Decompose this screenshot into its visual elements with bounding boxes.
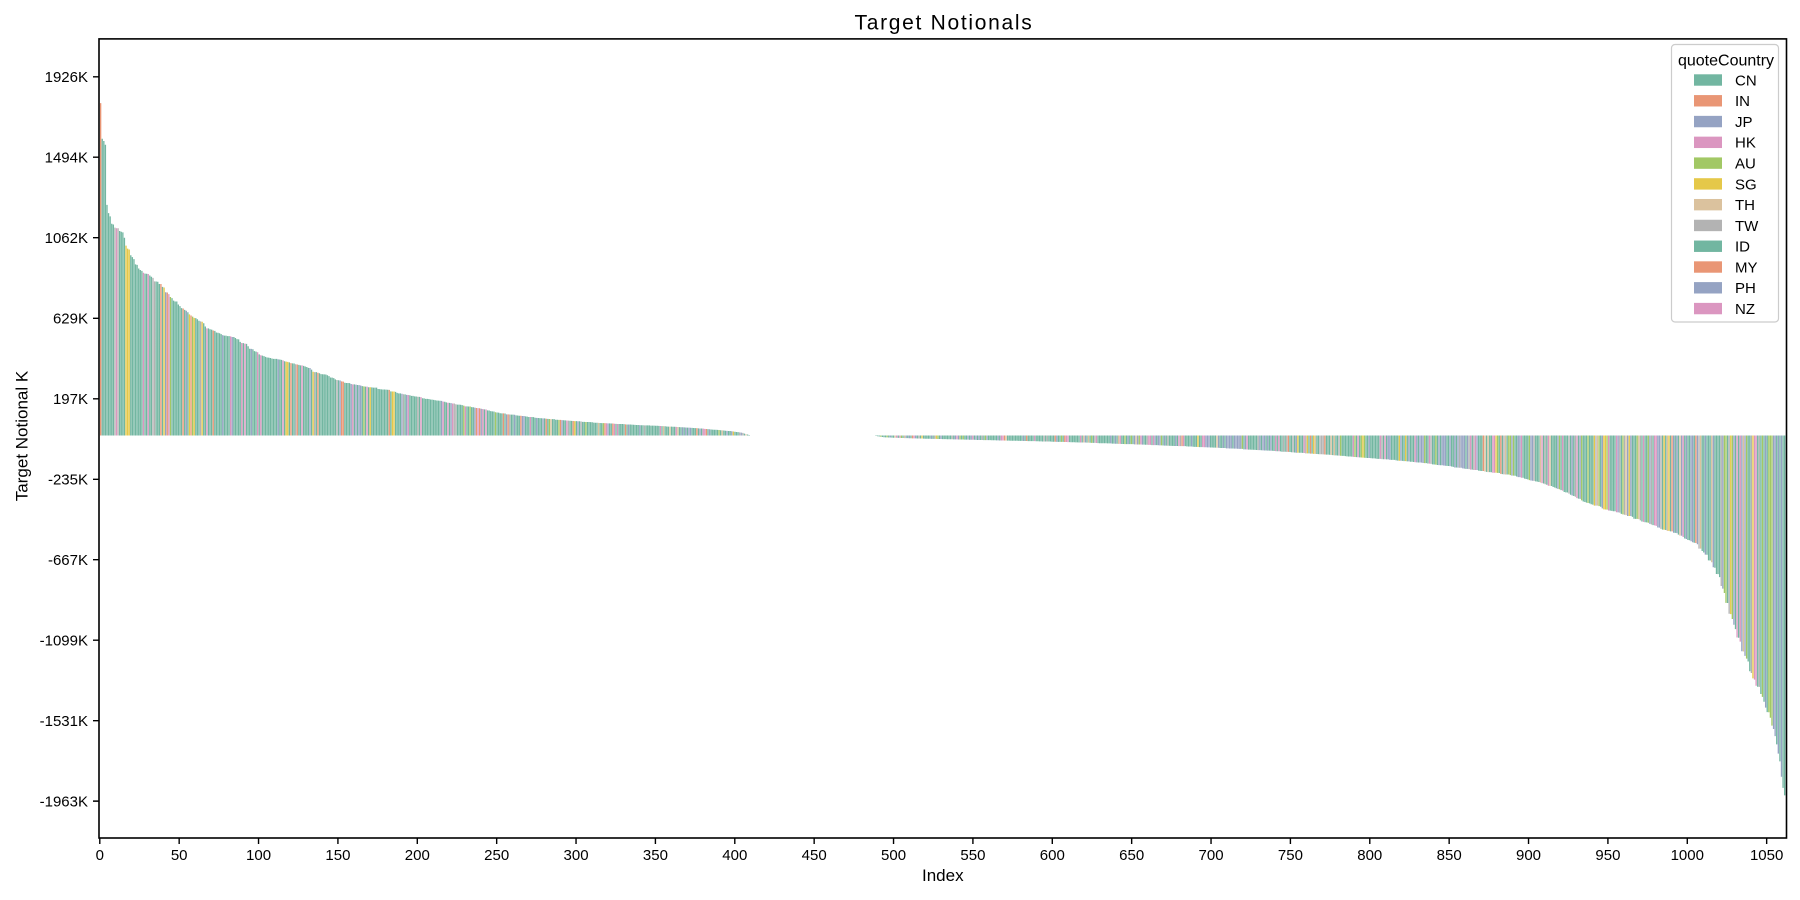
- svg-text:800: 800: [1357, 847, 1382, 864]
- svg-text:300: 300: [564, 847, 589, 864]
- svg-text:IN: IN: [1735, 93, 1750, 110]
- svg-text:1062K: 1062K: [45, 230, 88, 247]
- svg-text:1494K: 1494K: [45, 150, 88, 167]
- svg-text:-1963K: -1963K: [40, 794, 88, 811]
- svg-text:650: 650: [1119, 847, 1144, 864]
- svg-text:50: 50: [171, 847, 188, 864]
- svg-text:NZ: NZ: [1735, 301, 1755, 318]
- svg-text:Target Notionals: Target Notionals: [855, 12, 1034, 35]
- svg-text:400: 400: [722, 847, 747, 864]
- svg-text:1000: 1000: [1671, 847, 1704, 864]
- svg-text:CN: CN: [1735, 72, 1757, 89]
- svg-text:HK: HK: [1735, 135, 1756, 152]
- svg-text:MY: MY: [1735, 259, 1758, 276]
- svg-text:850: 850: [1437, 847, 1462, 864]
- svg-text:Index: Index: [922, 866, 964, 885]
- svg-text:500: 500: [881, 847, 906, 864]
- svg-text:TH: TH: [1735, 197, 1755, 214]
- svg-text:550: 550: [960, 847, 985, 864]
- svg-text:1926K: 1926K: [45, 69, 88, 86]
- svg-text:197K: 197K: [53, 391, 88, 408]
- svg-text:250: 250: [484, 847, 509, 864]
- svg-text:SG: SG: [1735, 176, 1757, 193]
- svg-text:-1099K: -1099K: [40, 633, 88, 650]
- svg-text:150: 150: [325, 847, 350, 864]
- svg-text:200: 200: [405, 847, 430, 864]
- svg-text:629K: 629K: [53, 311, 88, 328]
- svg-text:Target Notional K: Target Notional K: [12, 370, 31, 501]
- svg-text:ID: ID: [1735, 239, 1750, 256]
- svg-text:350: 350: [643, 847, 668, 864]
- svg-text:450: 450: [802, 847, 827, 864]
- svg-text:100: 100: [246, 847, 271, 864]
- svg-text:600: 600: [1040, 847, 1065, 864]
- svg-text:750: 750: [1278, 847, 1303, 864]
- svg-text:900: 900: [1516, 847, 1541, 864]
- svg-text:-235K: -235K: [48, 472, 88, 489]
- svg-text:-667K: -667K: [48, 552, 88, 569]
- svg-text:950: 950: [1595, 847, 1620, 864]
- svg-text:1050: 1050: [1750, 847, 1783, 864]
- svg-text:700: 700: [1199, 847, 1224, 864]
- svg-text:AU: AU: [1735, 155, 1756, 172]
- svg-text:JP: JP: [1735, 114, 1753, 131]
- svg-text:quoteCountry: quoteCountry: [1678, 52, 1774, 69]
- svg-text:PH: PH: [1735, 280, 1756, 297]
- svg-text:TW: TW: [1735, 218, 1759, 235]
- svg-text:-1531K: -1531K: [40, 713, 88, 730]
- svg-text:0: 0: [96, 847, 104, 864]
